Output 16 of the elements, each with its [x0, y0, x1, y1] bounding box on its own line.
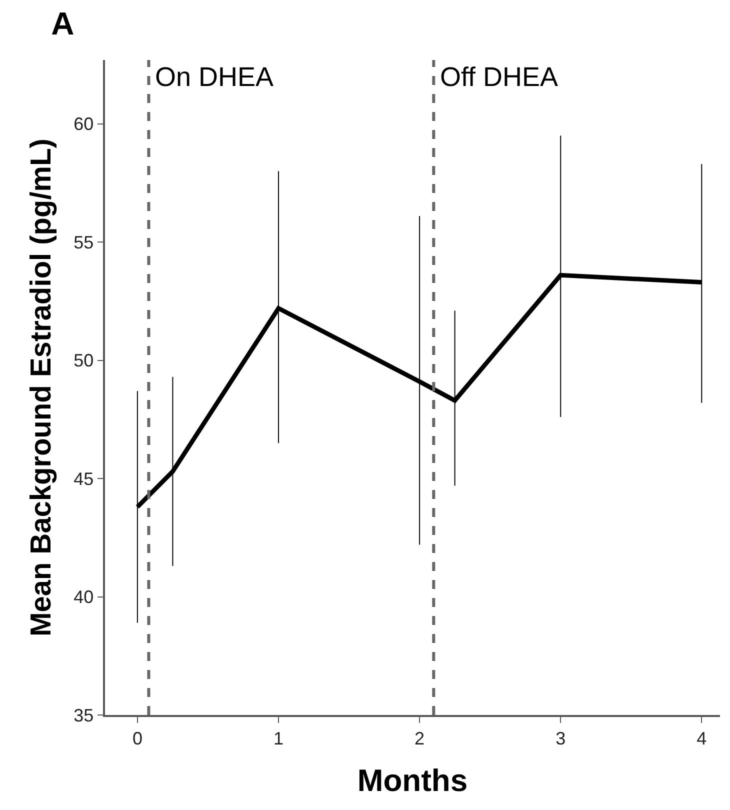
- ref-line-label: On DHEA: [155, 62, 274, 92]
- x-tick-label: 2: [414, 728, 425, 748]
- x-tick-label: 1: [273, 728, 284, 748]
- y-tick-label: 55: [74, 232, 94, 252]
- ref-line-label: Off DHEA: [440, 62, 558, 92]
- y-tick-label: 50: [74, 350, 94, 371]
- y-tick-label: 35: [74, 705, 94, 726]
- x-tick-label: 4: [696, 728, 707, 748]
- x-tick-label: 3: [556, 728, 566, 748]
- y-axis-title: Mean Background Estradiol (pg/mL): [25, 138, 58, 636]
- chart-title: A: [51, 6, 74, 42]
- y-tick-label: 60: [74, 114, 94, 134]
- x-tick-label: 0: [132, 728, 142, 748]
- y-tick-label: 45: [74, 468, 94, 489]
- x-axis-title: Months: [357, 763, 468, 798]
- y-tick-label: 40: [74, 587, 94, 608]
